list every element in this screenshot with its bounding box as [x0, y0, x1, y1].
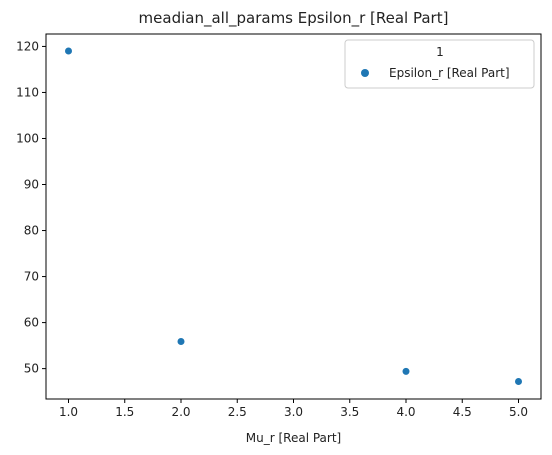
y-tick-label: 90: [24, 178, 39, 192]
x-tick-label: 2.5: [228, 405, 247, 419]
x-tick-label: 1.5: [115, 405, 134, 419]
legend-label: Epsilon_r [Real Part]: [389, 66, 510, 80]
data-point: [402, 367, 410, 375]
x-tick-label: 4.0: [396, 405, 415, 419]
y-tick-label: 70: [24, 270, 39, 284]
y-tick-label: 50: [24, 362, 39, 376]
y-tick-label: 60: [24, 316, 39, 330]
legend-box: [344, 39, 535, 89]
chart-title: meadian_all_params Epsilon_r [Real Part]: [139, 9, 449, 28]
x-tick-label: 5.0: [509, 405, 528, 419]
data-point: [177, 337, 185, 345]
y-tick-label: 100: [16, 131, 39, 145]
data-point: [515, 378, 522, 386]
x-tick-label: 3.5: [340, 405, 359, 419]
x-tick-label: 2.0: [171, 405, 190, 419]
legend-title: 1: [436, 45, 444, 59]
x-axis: 1.0 1.5 2.0 2.5 3.0 3.5 4.0 4.5 5.0: [59, 399, 528, 419]
y-tick-label: 110: [16, 85, 39, 99]
legend-marker: [361, 69, 369, 77]
x-tick-label: 3.0: [284, 405, 303, 419]
x-axis-label: Mu_r [Real Part]: [246, 431, 341, 445]
plot-frame: [45, 33, 542, 400]
x-tick-label: 1.0: [59, 405, 78, 419]
y-axis: 50 60 70 80 90 100 110 120: [16, 39, 46, 376]
data-point: [65, 47, 72, 55]
y-tick-label: 120: [16, 39, 39, 53]
y-tick-label: 80: [24, 224, 39, 238]
legend: 1 Epsilon_r [Real Part]: [344, 39, 535, 89]
x-tick-label: 4.5: [453, 405, 472, 419]
data-points: [65, 47, 522, 386]
